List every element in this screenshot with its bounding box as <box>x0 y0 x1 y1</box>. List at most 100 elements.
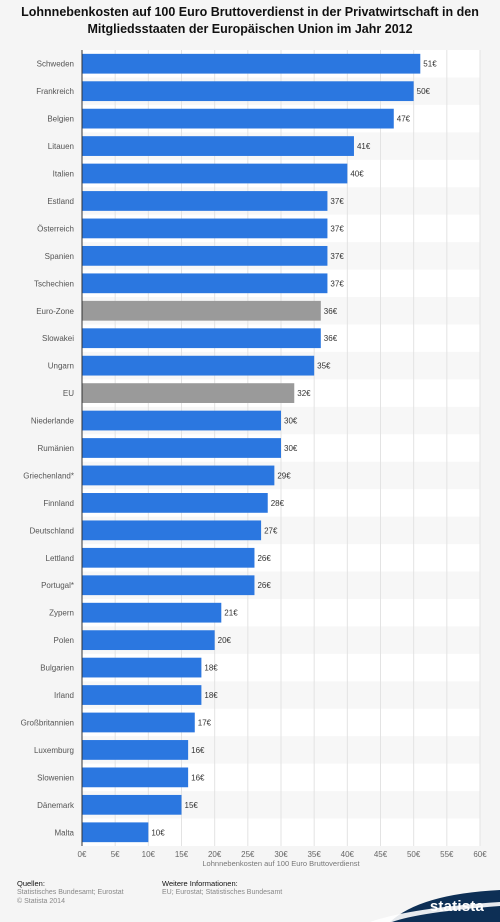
category-label: Lettland <box>46 554 74 563</box>
value-label: 26€ <box>257 581 271 590</box>
bar <box>82 520 262 541</box>
bar <box>82 383 295 403</box>
bar <box>82 191 328 211</box>
value-label: 20€ <box>218 636 232 645</box>
category-label: Zypern <box>49 609 74 618</box>
category-label: Griechenland* <box>23 471 74 480</box>
category-label: Großbritannien <box>21 718 74 727</box>
x-tick-label: 45€ <box>374 850 388 859</box>
value-label: 51€ <box>423 60 437 69</box>
value-label: 36€ <box>324 307 338 316</box>
bar <box>82 355 315 376</box>
value-label: 41€ <box>357 142 371 151</box>
bar <box>82 300 321 321</box>
value-label: 29€ <box>277 471 291 480</box>
value-label: 10€ <box>151 828 165 837</box>
value-label: 27€ <box>264 526 278 535</box>
bar <box>82 163 348 184</box>
category-label: Bulgarien <box>40 664 74 673</box>
category-label: Finnland <box>43 499 74 508</box>
category-label: Italien <box>53 170 74 179</box>
bar <box>82 575 255 596</box>
copyright-text: © Statista 2014 <box>17 898 65 905</box>
bar <box>82 136 354 156</box>
bar <box>82 602 222 623</box>
value-label: 37€ <box>330 252 344 261</box>
bar <box>82 218 328 239</box>
value-label: 30€ <box>284 444 298 453</box>
value-label: 50€ <box>417 87 431 96</box>
category-label: Irland <box>54 691 74 700</box>
category-label: Estland <box>47 197 74 206</box>
bar <box>82 712 195 733</box>
x-tick-label: 30€ <box>274 850 288 859</box>
category-label: Malta <box>54 828 74 837</box>
bar <box>82 438 281 458</box>
category-label: Luxemburg <box>34 746 74 755</box>
value-label: 37€ <box>330 197 344 206</box>
bar <box>82 53 421 74</box>
info-block: Weitere Informationen: EU; Eurostat; Sta… <box>162 879 282 897</box>
x-tick-label: 50€ <box>407 850 421 859</box>
sources-block: Quellen: Statistisches Bundesamt; Eurost… <box>17 879 124 906</box>
statista-logo[interactable] <box>370 890 500 922</box>
value-label: 26€ <box>257 554 271 563</box>
x-tick-label: 35€ <box>307 850 321 859</box>
chart-title: Lohnnebenkosten auf 100 Euro Bruttoverdi… <box>21 5 479 36</box>
x-tick-label: 60€ <box>473 850 487 859</box>
value-label: 32€ <box>297 389 311 398</box>
category-label: Tschechien <box>34 279 74 288</box>
x-tick-label: 5€ <box>111 850 120 859</box>
value-label: 16€ <box>191 746 205 755</box>
bar <box>82 410 281 431</box>
bar <box>82 547 255 568</box>
value-label: 16€ <box>191 773 205 782</box>
x-tick-label: 55€ <box>440 850 454 859</box>
bar-chart: 0€ 5€ 10€ 15€ 20€ 25€ 30€ 35€ 40€ 45€ 50€ 55€ 60€ Sch… <box>21 50 487 868</box>
statista-logo-text: statista <box>429 898 484 915</box>
bar <box>82 767 189 788</box>
value-label: 17€ <box>198 718 212 727</box>
info-heading: Weitere Informationen: <box>162 879 238 888</box>
category-label: Spanien <box>45 252 74 261</box>
x-tick-label: 15€ <box>175 850 189 859</box>
value-label: 37€ <box>330 279 344 288</box>
bar <box>82 822 149 843</box>
value-label: 37€ <box>330 224 344 233</box>
bar <box>82 630 215 651</box>
category-label: Schweden <box>37 60 74 69</box>
x-tick-label: 20€ <box>208 850 222 859</box>
value-label: 40€ <box>350 170 364 179</box>
x-tick-label: 25€ <box>241 850 255 859</box>
value-label: 15€ <box>185 801 199 810</box>
category-label: Litauen <box>48 142 74 151</box>
value-label: 35€ <box>317 362 331 371</box>
bar <box>82 245 328 266</box>
category-label: Slowakei <box>42 334 74 343</box>
x-tick-label: 10€ <box>142 850 156 859</box>
value-label: 18€ <box>204 691 218 700</box>
value-label: 21€ <box>224 609 238 618</box>
category-label: Niederlande <box>31 417 75 426</box>
bar <box>82 108 394 129</box>
bar <box>82 328 321 349</box>
category-label: Frankreich <box>36 87 74 96</box>
bar <box>82 685 202 705</box>
category-label: EU <box>63 389 74 398</box>
category-label: Polen <box>54 636 74 645</box>
value-label: 36€ <box>324 334 338 343</box>
bar <box>82 81 414 102</box>
bar <box>82 465 275 486</box>
category-label: Dänemark <box>37 801 75 810</box>
category-label: Österreich <box>37 224 74 233</box>
sources-text: Statistisches Bundesamt; Eurostat <box>17 889 124 896</box>
value-label: 47€ <box>397 115 411 124</box>
x-tick-label: 0€ <box>78 850 87 859</box>
category-label: Ungarn <box>48 362 74 371</box>
sources-heading: Quellen: <box>17 879 45 888</box>
value-label: 28€ <box>271 499 285 508</box>
x-tick-label: 40€ <box>341 850 355 859</box>
category-label: Deutschland <box>30 526 74 535</box>
bar <box>82 740 189 760</box>
category-label: Belgien <box>47 115 74 124</box>
